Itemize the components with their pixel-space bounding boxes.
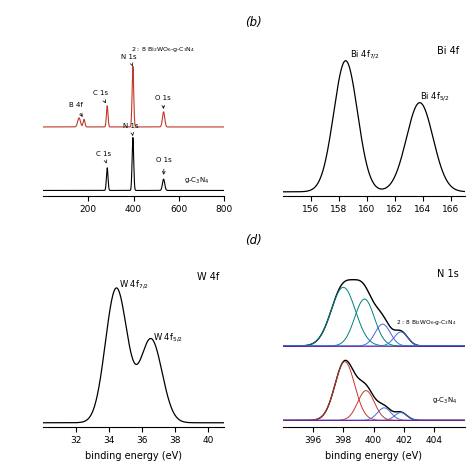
Text: Bi 4f$_{5/2}$: Bi 4f$_{5/2}$ <box>420 90 450 103</box>
Text: Bi 4f$_{7/2}$: Bi 4f$_{7/2}$ <box>350 48 380 61</box>
Text: C 1s: C 1s <box>92 90 108 103</box>
Text: W 4f$_{7/2}$: W 4f$_{7/2}$ <box>118 278 149 291</box>
Text: N 1s: N 1s <box>123 123 139 135</box>
Text: Bi 4f: Bi 4f <box>437 46 459 56</box>
X-axis label: binding energy (eV): binding energy (eV) <box>325 451 422 461</box>
Text: O 1s: O 1s <box>155 95 171 108</box>
Text: W 4f: W 4f <box>197 272 219 282</box>
Text: W 4f$_{5/2}$: W 4f$_{5/2}$ <box>153 331 182 344</box>
Text: (b): (b) <box>245 16 262 29</box>
Text: 2 : 8 Bi$_2$WO$_6$-g-C$_3$N$_4$: 2 : 8 Bi$_2$WO$_6$-g-C$_3$N$_4$ <box>396 318 457 327</box>
Text: (d): (d) <box>245 234 262 247</box>
Text: B 4f: B 4f <box>69 102 82 116</box>
Text: O 1s: O 1s <box>156 157 172 174</box>
Text: 2 : 8 Bi$_2$WO$_6$-g-C$_3$N$_4$: 2 : 8 Bi$_2$WO$_6$-g-C$_3$N$_4$ <box>131 46 195 55</box>
Text: g-C$_3$N$_4$: g-C$_3$N$_4$ <box>431 396 457 406</box>
Text: N 1s: N 1s <box>438 269 459 279</box>
X-axis label: binding energy (eV): binding energy (eV) <box>85 451 182 461</box>
Text: g-C$_3$N$_4$: g-C$_3$N$_4$ <box>183 176 209 186</box>
Text: C 1s: C 1s <box>96 151 111 163</box>
Text: N 1s: N 1s <box>121 54 137 66</box>
